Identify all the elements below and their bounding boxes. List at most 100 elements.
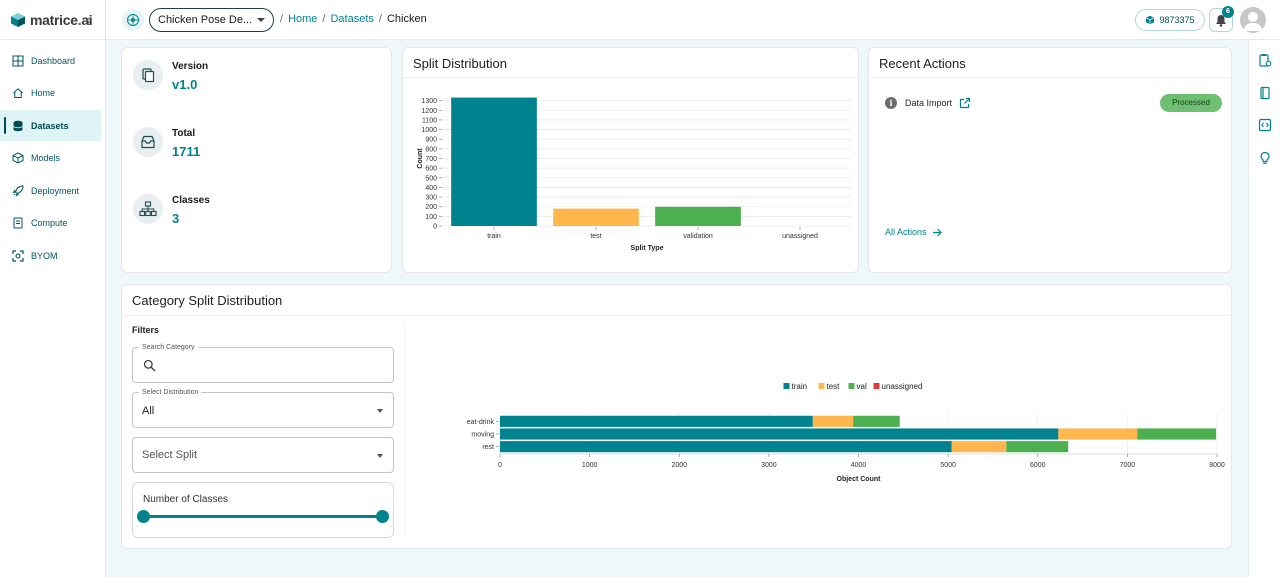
all-actions-label: All Actions <box>885 227 927 237</box>
y-tick-label: 800 <box>425 146 437 153</box>
external-link-icon[interactable] <box>959 97 971 109</box>
sidebar-item-label: Models <box>31 153 61 163</box>
avatar[interactable] <box>1240 7 1266 33</box>
legend-label-train: train <box>792 382 808 391</box>
status-badge: Processed <box>1160 94 1222 112</box>
sidebar-item-dashboard[interactable]: Dashboard <box>0 45 106 76</box>
y-tick-label: 100 <box>425 214 437 221</box>
logo[interactable]: matrice.ai <box>10 10 93 30</box>
project-select[interactable]: Chicken Pose De... <box>149 8 274 32</box>
slider-thumb-min[interactable] <box>137 510 150 523</box>
legend-label-unassigned: unassigned <box>882 382 923 391</box>
credits-value: 9873375 <box>1159 15 1195 25</box>
arrow-right-icon <box>932 228 942 236</box>
inbox-icon <box>141 135 155 149</box>
collapse-sidebar-icon[interactable]: ‹ <box>86 11 91 27</box>
clipboard-gear-icon[interactable] <box>1258 53 1272 67</box>
x-tick-label: 7000 <box>1120 462 1136 469</box>
version-stat-icon <box>133 60 163 90</box>
legend-swatch-unassigned <box>873 383 880 389</box>
distribution-select-value: All <box>142 405 155 417</box>
version-value: v1.0 <box>172 77 198 92</box>
slider-thumb-max[interactable] <box>376 510 389 523</box>
chevron-down-icon <box>257 18 265 22</box>
breadcrumb-datasets[interactable]: Datasets <box>330 13 374 25</box>
notification-count-badge: 6 <box>1222 6 1234 18</box>
legend-label-val: val <box>857 382 867 391</box>
right-rail <box>1248 40 1280 577</box>
credits-button[interactable]: 9873375 <box>1135 9 1205 31</box>
x-tick-label: 5000 <box>940 462 956 469</box>
bar-segment-moving-val <box>1137 428 1217 440</box>
bar-train <box>451 97 537 226</box>
project-icon[interactable] <box>122 9 144 31</box>
breadcrumb-separator: / <box>280 13 284 25</box>
divider <box>869 77 1231 78</box>
bar-segment-eat-drink-val <box>853 415 900 427</box>
y-tick-label: 1200 <box>421 108 437 115</box>
server-icon <box>13 217 23 229</box>
sidebar-item-compute[interactable]: Compute <box>0 208 106 239</box>
breadcrumb-separator: / <box>322 13 326 25</box>
slider-label: Number of Classes <box>143 494 229 505</box>
classes-label: Classes <box>172 195 210 206</box>
split-select[interactable]: Select Split <box>132 437 394 473</box>
search-icon <box>143 359 156 372</box>
chevron-down-icon <box>377 409 383 413</box>
classes-stat-icon <box>133 194 163 224</box>
action-item: i Data Import Processed <box>885 94 1222 112</box>
project-select-value: Chicken Pose De... <box>158 14 253 26</box>
bar-segment-eat-drink-test <box>812 415 854 427</box>
bar-segment-rest-train <box>500 441 952 453</box>
version-label: Version <box>172 61 209 72</box>
sidebar: matrice.ai ‹ Dashboard Home Datasets Mod… <box>0 0 106 577</box>
user-icon <box>1243 12 1263 31</box>
legend-label-test: test <box>827 382 841 391</box>
cube-icon <box>1146 15 1155 25</box>
y-tick-label: 1100 <box>422 117 437 124</box>
slider-track[interactable] <box>143 515 383 518</box>
breadcrumb-home[interactable]: Home <box>288 13 318 25</box>
x-axis-label: Object Count <box>837 476 882 483</box>
split-distribution-chart: 0 100 200 300 400 500 600 700 800 900 1000 1100 1200… <box>417 97 851 252</box>
classes-value: 3 <box>172 211 180 226</box>
x-tick-label: 0 <box>498 462 502 469</box>
x-tick-label: 6000 <box>1030 462 1046 469</box>
y-tick-label: 700 <box>425 156 437 163</box>
sidebar-item-label: BYOM <box>31 250 58 261</box>
bar-segment-moving-test <box>1058 428 1138 440</box>
x-tick-label: 8000 <box>1209 462 1225 469</box>
database-icon <box>13 120 23 131</box>
breadcrumb-current: Chicken <box>386 13 427 25</box>
sidebar-item-datasets[interactable]: Datasets <box>0 110 101 141</box>
x-axis-label: Split Type <box>631 245 664 252</box>
x-tick-label: train <box>487 233 501 240</box>
card-title: Split Distribution <box>413 56 507 71</box>
lightbulb-icon[interactable] <box>1258 151 1272 165</box>
distribution-select[interactable]: Select Distribution All <box>132 388 394 428</box>
all-actions-link[interactable]: All Actions <box>885 227 942 237</box>
sidebar-item-models[interactable]: Models <box>0 143 106 174</box>
bar-segment-eat-drink-train <box>500 415 813 427</box>
x-tick-label: 1000 <box>582 462 598 469</box>
x-tick-label: validation <box>683 233 713 240</box>
code-box-icon[interactable] <box>1258 118 1272 132</box>
logo-text: matrice.ai <box>30 12 93 28</box>
sidebar-item-home[interactable]: Home <box>0 78 106 109</box>
total-value: 1711 <box>172 144 201 159</box>
x-tick-label: test <box>590 233 601 240</box>
y-tick-label: 500 <box>425 175 437 182</box>
cube-icon <box>12 152 24 164</box>
y-axis-label: Count <box>417 148 424 169</box>
book-icon[interactable] <box>1258 86 1272 100</box>
sidebar-item-byom[interactable]: BYOM <box>0 240 106 271</box>
sidebar-item-label: Compute <box>31 218 68 228</box>
total-stat: Total 1711 <box>133 127 200 159</box>
total-label: Total <box>172 128 196 139</box>
search-category-field[interactable]: Search Category <box>132 343 394 383</box>
x-tick-label: 3000 <box>761 462 777 469</box>
sidebar-item-label: Dashboard <box>31 55 76 66</box>
category-split-card: Category Split Distribution Filters Sear… <box>121 284 1232 549</box>
y-tick-label: 1000 <box>421 127 437 134</box>
sidebar-item-deployment[interactable]: Deployment <box>0 175 106 206</box>
